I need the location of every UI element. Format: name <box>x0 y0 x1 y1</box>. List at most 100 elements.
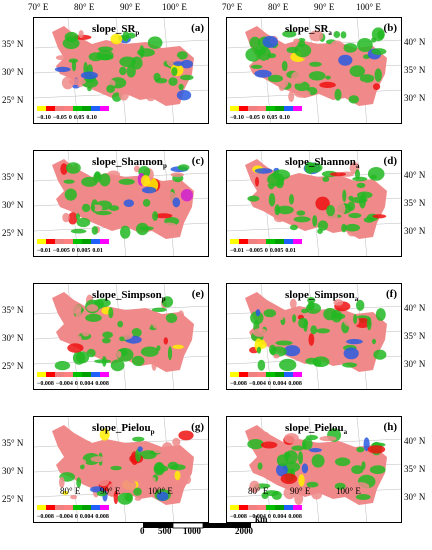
lat-label: 30° N <box>404 226 426 236</box>
legend-swatch <box>100 239 109 244</box>
lon-label: 70° E <box>28 2 49 12</box>
legend-swatch <box>100 372 109 377</box>
panel-title: slope_Shannonp <box>92 156 167 171</box>
legend-tick: 0.005 <box>269 248 284 254</box>
lat-label: 25° N <box>2 95 24 105</box>
legend-swatch <box>275 106 284 111</box>
legend-swatch <box>73 505 82 510</box>
legend-swatch <box>82 106 91 111</box>
lat-label: 25° N <box>2 228 24 238</box>
panel-letter: (d) <box>383 155 397 167</box>
legend-tick: −0.004 <box>248 381 266 387</box>
legend-swatch <box>230 372 239 377</box>
legend-tick: 0.05 <box>266 115 278 121</box>
panel-title: slope_SRa <box>285 23 332 38</box>
lat-label: 40° N <box>404 170 426 180</box>
legend-swatch <box>293 239 302 244</box>
panel-letter: (e) <box>191 288 204 300</box>
legend-tick: −0.008 <box>230 514 247 520</box>
legend-tick: 0 <box>74 381 78 387</box>
legend-tick: −0.01 <box>37 248 51 254</box>
panel-title: slope_SRp <box>92 23 140 38</box>
legend-tick: 0 <box>74 514 78 520</box>
legend-tick: −0.05 <box>245 115 260 121</box>
color-legend <box>37 239 109 244</box>
panel-letter: (g) <box>191 421 204 433</box>
legend-tick: 0.10 <box>279 115 290 121</box>
legend-swatch <box>266 239 275 244</box>
slope-map <box>34 417 208 522</box>
slope-map <box>227 284 401 389</box>
lat-label: 30° N <box>404 359 426 369</box>
lon-label: 90° E <box>290 486 311 496</box>
legend-swatch <box>284 372 293 377</box>
legend-tick: 0.008 <box>95 514 109 520</box>
legend-tick: 0 <box>264 248 268 254</box>
legend-tick: 0.004 <box>79 514 94 520</box>
legend-swatch <box>230 239 239 244</box>
legend-ticks: −0.008 −0.004 0 0.004 0.008 <box>37 381 111 387</box>
legend-swatch <box>284 106 293 111</box>
lat-label: 35° N <box>2 438 24 448</box>
legend-tick: 0.008 <box>288 381 302 387</box>
color-legend <box>230 106 302 111</box>
legend-swatch <box>257 106 266 111</box>
map-panel: slope_Pieloua (h) −0.008 −0.004 0 0.004 0.008 <box>226 416 402 523</box>
legend-ticks: −0.008 −0.004 0 0.004 0.008 <box>37 514 111 520</box>
legend-swatch <box>37 372 46 377</box>
legend-swatch <box>64 239 73 244</box>
legend-swatch <box>248 372 257 377</box>
legend-tick: −0.01 <box>230 248 244 254</box>
map-panel: slope_Shannonp (c) −0.01 −0.005 0 0.005 0.01 <box>33 150 209 257</box>
legend-swatch <box>46 106 55 111</box>
legend-swatch <box>293 505 302 510</box>
lon-label: 80° E <box>74 2 95 12</box>
lat-label: 35° N <box>404 464 426 474</box>
legend-tick: 0 <box>71 248 75 254</box>
legend-tick: 0 <box>68 115 72 121</box>
legend-swatch <box>239 106 248 111</box>
map-panel: slope_SRa (b) −0.10 −0.05 0 0.05 0.10 <box>226 17 402 124</box>
legend-tick: −0.004 <box>55 514 73 520</box>
legend-swatch <box>230 505 239 510</box>
legend-swatch <box>239 372 248 377</box>
legend-swatch <box>248 106 257 111</box>
legend-ticks: −0.10 −0.05 0 0.05 0.10 <box>37 115 99 121</box>
scale-label: 1000 <box>183 526 201 536</box>
legend-swatch <box>46 505 55 510</box>
legend-tick: 0.10 <box>86 115 97 121</box>
legend-swatch <box>91 106 100 111</box>
legend-swatch <box>275 239 284 244</box>
map-panel: slope_Shannona (d) −0.01 −0.005 0 0.005 0.01 <box>226 150 402 257</box>
legend-tick: 0.01 <box>92 248 103 254</box>
panel-letter: (b) <box>383 22 397 34</box>
legend-swatch <box>82 505 91 510</box>
lat-label: 40° N <box>404 37 426 47</box>
legend-tick: 0 <box>267 514 271 520</box>
legend-swatch <box>73 372 82 377</box>
legend-tick: −0.008 <box>37 381 54 387</box>
slope-map <box>227 151 401 256</box>
legend-swatch <box>37 106 46 111</box>
legend-swatch <box>266 505 275 510</box>
legend-swatch <box>73 106 82 111</box>
legend-tick: −0.008 <box>230 381 247 387</box>
scale-label: 2000 <box>235 526 253 536</box>
legend-tick: −0.008 <box>37 514 54 520</box>
legend-swatch <box>64 372 73 377</box>
color-legend <box>230 372 302 377</box>
legend-tick: −0.05 <box>52 115 67 121</box>
legend-swatch <box>257 239 266 244</box>
legend-swatch <box>82 239 91 244</box>
lat-label: 30° N <box>2 466 24 476</box>
map-panel: slope_SRp (a) −0.10 −0.05 0 0.05 0.10 <box>33 17 209 124</box>
lon-label: 80° E <box>60 486 81 496</box>
legend-swatch <box>91 239 100 244</box>
legend-tick: 0.008 <box>288 514 302 520</box>
legend-tick: 0.008 <box>95 381 109 387</box>
slope-map <box>227 18 401 123</box>
lon-label: 70° E <box>222 2 243 12</box>
legend-swatch <box>239 505 248 510</box>
lon-label: 100° E <box>148 486 173 496</box>
lat-label: 30° N <box>2 200 24 210</box>
